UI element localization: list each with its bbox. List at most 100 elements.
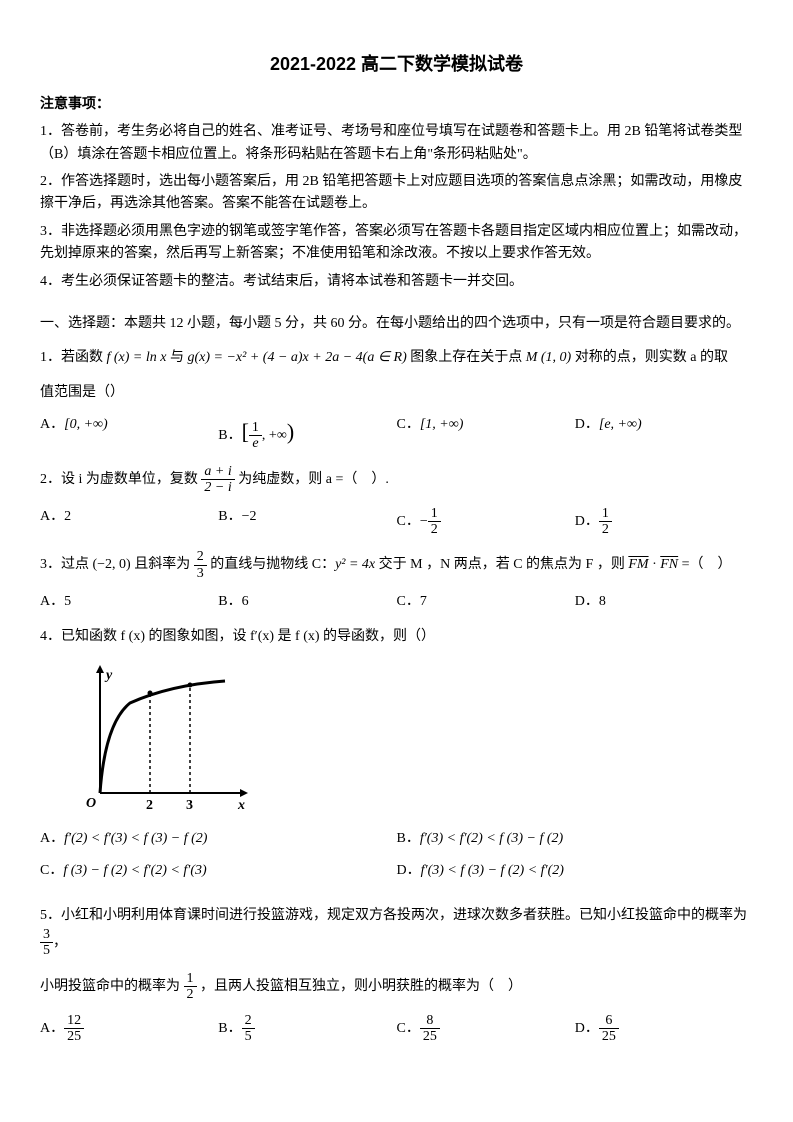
q2-option-b[interactable]: B．−2 — [218, 506, 396, 538]
q1-suffix: 对称的点，则实数 a 的取 — [571, 350, 728, 365]
q1-opta-label: A． — [40, 417, 64, 432]
q1-options: A．[0, +∞) B．[1e, +∞) C．[1, +∞) D．[e, +∞) — [40, 414, 753, 452]
q5-optc-den: 25 — [420, 1029, 440, 1044]
q2-opta-label: A． — [40, 509, 64, 524]
q3-opta-label: A． — [40, 594, 64, 609]
q1-optd-val: [e, +∞) — [599, 417, 642, 432]
question-1: 1．若函数 f (x) = ln x 与 g(x) = −x² + (4 − a… — [40, 347, 753, 369]
q4-opta-val: f′(2) < f′(3) < f (3) − f (2) — [64, 831, 207, 846]
svg-text:O: O — [86, 796, 96, 811]
q5-p1-den: 5 — [40, 943, 53, 958]
svg-text:x: x — [237, 798, 245, 813]
question-1-line2: 值范围是（） — [40, 382, 753, 404]
q5-option-d[interactable]: D．625 — [575, 1013, 753, 1045]
q5-p2-den: 2 — [184, 987, 197, 1002]
q2-frac-den: 2 − i — [201, 480, 234, 495]
q4-opta-label: A． — [40, 831, 64, 846]
q5-option-b[interactable]: B．25 — [218, 1013, 396, 1045]
q5-opta-num: 12 — [64, 1013, 84, 1029]
q3-optb-val: 6 — [242, 594, 249, 609]
q1-gx: g(x) = −x² + (4 − a)x + 2a − 4(a ∈ R) — [187, 350, 406, 365]
q4-optb-label: B． — [397, 831, 420, 846]
q3-dot: · — [649, 557, 661, 572]
q5-p2-num: 1 — [184, 971, 197, 987]
q3-prefix: 3．过点 (−2, 0) 且斜率为 — [40, 557, 194, 572]
q4-optb-val: f′(3) < f′(2) < f (3) − f (2) — [420, 831, 563, 846]
q5-optc-num: 8 — [420, 1013, 440, 1029]
q5-options: A．1225 B．25 C．825 D．625 — [40, 1013, 753, 1045]
q1-and: 与 — [166, 350, 187, 365]
q2-optb-val: −2 — [242, 509, 257, 524]
q5-line2-suffix: ，且两人投篮相互独立，则小明获胜的概率为（ ） — [197, 979, 523, 994]
notice-label: 注意事项： — [40, 94, 753, 116]
q3-optc-label: C． — [397, 594, 420, 609]
question-5: 5．小红和小明利用体育课时间进行投篮游戏，规定双方各投两次，进球次数多者获胜。已… — [40, 905, 753, 959]
q4-option-a[interactable]: A．f′(2) < f′(3) < f (3) − f (2) — [40, 828, 397, 850]
q2-prefix: 2．设 i 为虚数单位，复数 — [40, 472, 201, 487]
q2-optc-num: 1 — [428, 506, 441, 522]
q3-optc-val: 7 — [420, 594, 427, 609]
q4-optc-val: f (3) − f (2) < f′(2) < f′(3) — [63, 863, 206, 878]
q3-suffix: =（ ） — [678, 557, 731, 572]
q5-option-a[interactable]: A．1225 — [40, 1013, 218, 1045]
svg-text:3: 3 — [186, 798, 193, 813]
question-3: 3．过点 (−2, 0) 且斜率为 23 的直线与抛物线 C：y² = 4x 交… — [40, 549, 753, 581]
q5-optd-num: 6 — [599, 1013, 619, 1029]
q5-optc-label: C． — [397, 1021, 420, 1036]
q3-option-c[interactable]: C．7 — [397, 591, 575, 613]
svg-text:y: y — [104, 668, 113, 683]
q3-option-b[interactable]: B．6 — [218, 591, 396, 613]
q1-mid: 图象上存在关于点 — [407, 350, 526, 365]
q4-option-c[interactable]: C．f (3) − f (2) < f′(2) < f′(3) — [40, 860, 397, 882]
instruction-3: 3．非选择题必须用黑色字迹的钢笔或签字笔作答，答案必须写在答题卡各题目指定区域内… — [40, 221, 753, 266]
q2-option-c[interactable]: C．−12 — [397, 506, 575, 538]
q5-optb-num: 2 — [242, 1013, 255, 1029]
q5-optd-label: D． — [575, 1021, 599, 1036]
q4-graph: O23yx — [70, 663, 753, 813]
q3-optb-label: B． — [218, 594, 241, 609]
q3-mid: 的直线与抛物线 C： — [207, 557, 335, 572]
q4-options: A．f′(2) < f′(3) < f (3) − f (2) B．f′(3) … — [40, 828, 753, 893]
q1-prefix: 1．若函数 — [40, 350, 107, 365]
q5-optb-den: 5 — [242, 1029, 255, 1044]
q2-options: A．2 B．−2 C．−12 D．12 — [40, 506, 753, 538]
q4-option-b[interactable]: B．f′(3) < f′(2) < f (3) − f (2) — [397, 828, 754, 850]
question-5-line2: 小明投篮命中的概率为 12 ，且两人投篮相互独立，则小明获胜的概率为（ ） — [40, 971, 753, 1003]
function-graph-svg: O23yx — [70, 663, 250, 813]
question-2: 2．设 i 为虚数单位，复数 a + i2 − i 为纯虚数，则 a =（ ）. — [40, 464, 753, 496]
q5-opta-den: 25 — [64, 1029, 84, 1044]
q3-frac-den: 3 — [194, 566, 207, 581]
q3-frac-num: 2 — [194, 549, 207, 565]
q1-optc-label: C． — [397, 417, 420, 432]
q5-suffix1: ， — [53, 935, 67, 950]
q1-optc-val: [1, +∞) — [420, 417, 464, 432]
q2-optc-den: 2 — [428, 522, 441, 537]
q2-suffix: 为纯虚数，则 a =（ ）. — [235, 472, 389, 487]
q3-option-a[interactable]: A．5 — [40, 591, 218, 613]
q5-option-c[interactable]: C．825 — [397, 1013, 575, 1045]
q3-options: A．5 B．6 C．7 D．8 — [40, 591, 753, 613]
q1-fx: f (x) = ln x — [107, 350, 167, 365]
q4-optc-label: C． — [40, 863, 63, 878]
q3-optd-label: D． — [575, 594, 599, 609]
q1-option-b[interactable]: B．[1e, +∞) — [218, 414, 396, 452]
q2-frac-num: a + i — [201, 464, 234, 480]
q2-optd-num: 1 — [599, 506, 612, 522]
q3-vec1: FM — [628, 557, 648, 572]
q3-mid2: 交于 M ，N 两点，若 C 的焦点为 F ，则 — [375, 557, 628, 572]
instruction-2: 2．作答选择题时，选出每小题答案后，用 2B 铅笔把答题卡上对应题目选项的答案信… — [40, 171, 753, 216]
q1-option-a[interactable]: A．[0, +∞) — [40, 414, 218, 452]
q3-opta-val: 5 — [64, 594, 71, 609]
q4-optd-label: D． — [397, 863, 421, 878]
q2-option-d[interactable]: D．12 — [575, 506, 753, 538]
q4-option-d[interactable]: D．f′(3) < f (3) − f (2) < f′(2) — [397, 860, 754, 882]
q3-optd-val: 8 — [599, 594, 606, 609]
q5-optb-label: B． — [218, 1021, 241, 1036]
q1-option-d[interactable]: D．[e, +∞) — [575, 414, 753, 452]
q3-option-d[interactable]: D．8 — [575, 591, 753, 613]
q2-option-a[interactable]: A．2 — [40, 506, 218, 538]
q4-optd-val: f′(3) < f (3) − f (2) < f′(2) — [421, 863, 564, 878]
q1-option-c[interactable]: C．[1, +∞) — [397, 414, 575, 452]
q2-optb-label: B． — [218, 509, 241, 524]
q2-optd-den: 2 — [599, 522, 612, 537]
